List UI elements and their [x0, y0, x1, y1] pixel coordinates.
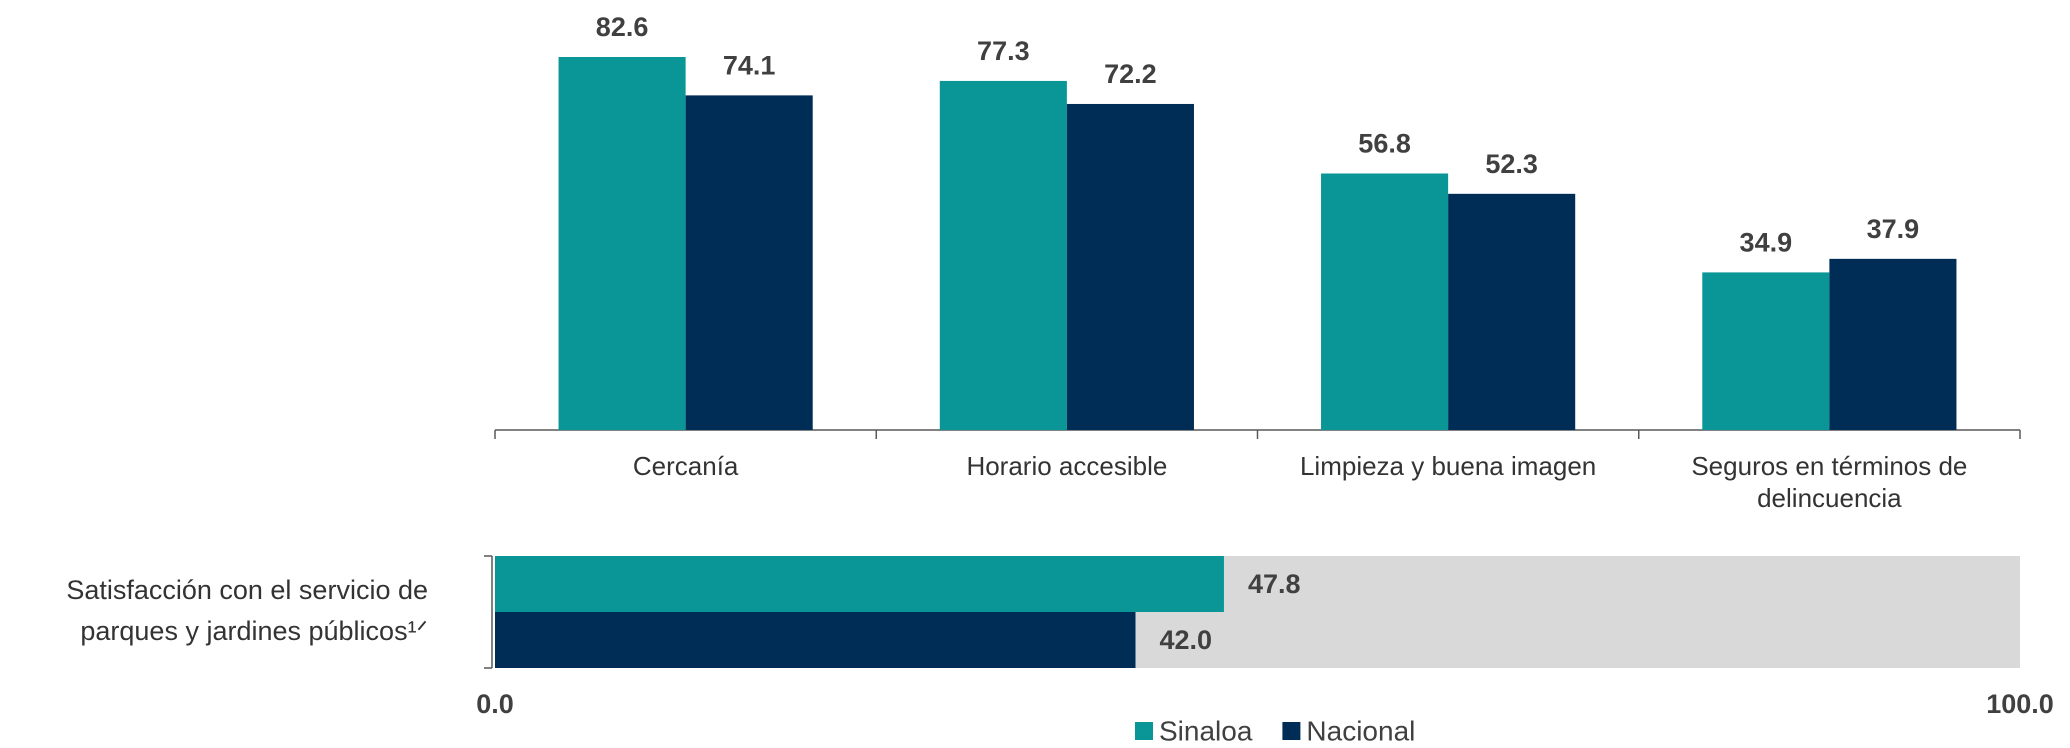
bar	[495, 612, 1136, 668]
legend-label: Sinaloa	[1159, 715, 1253, 746]
legend-label: Nacional	[1306, 715, 1415, 746]
bar	[558, 56, 686, 430]
data-label: 72.2	[1104, 59, 1157, 89]
data-label: 82.6	[596, 12, 649, 42]
bar	[1829, 258, 1957, 430]
legend-swatch	[1135, 722, 1153, 740]
data-label: 52.3	[1485, 149, 1538, 179]
x-tick-label: Limpieza y buena imagen	[1299, 451, 1597, 481]
bar	[495, 556, 1224, 612]
data-label: 77.3	[977, 36, 1030, 66]
x-tick-label: 0.0	[476, 689, 514, 719]
legend-swatch	[1282, 722, 1301, 740]
bar	[939, 80, 1067, 430]
bar	[1321, 173, 1449, 430]
data-label: 74.1	[723, 51, 776, 81]
bar	[685, 95, 813, 430]
x-tick-label: 100.0	[1986, 689, 2054, 719]
bar	[1702, 272, 1830, 430]
data-label: 56.8	[1358, 129, 1411, 159]
x-tick-label: Cercanía	[632, 451, 739, 481]
data-label: 34.9	[1740, 228, 1793, 258]
y-tick-label: Satisfacción con el servicio de parques …	[66, 575, 428, 646]
data-label: 37.9	[1867, 214, 1920, 244]
data-label: 42.0	[1160, 625, 1213, 655]
bar	[1066, 103, 1194, 431]
x-tick-label: Seguros en términos de delincuencia	[1691, 451, 1968, 513]
bar	[1448, 193, 1576, 430]
x-tick-label: Horario accesible	[966, 451, 1168, 481]
data-label: 47.8	[1248, 569, 1301, 599]
